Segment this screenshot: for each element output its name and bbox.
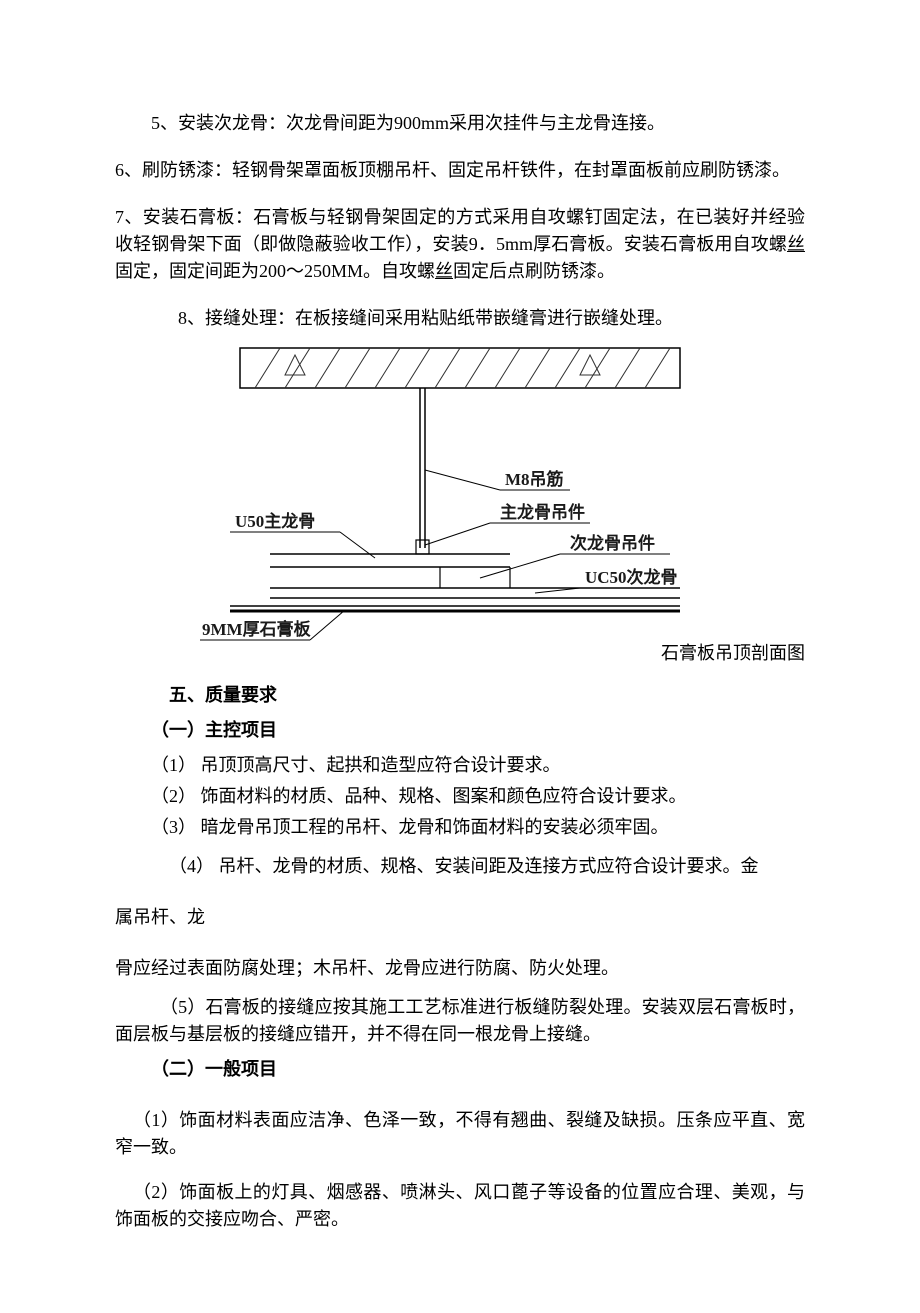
paragraph-5: 5、安装次龙骨：次龙骨间距为900mm采用次挂件与主龙骨连接。 xyxy=(115,110,805,137)
sub1-item-4c: 骨应经过表面防腐处理；木吊杆、龙骨应进行防腐、防火处理。 xyxy=(115,955,805,982)
label-sub-hanger: 次龙骨吊件 xyxy=(570,533,655,553)
paragraph-6: 6、刷防锈漆：轻钢骨架罩面板顶棚吊杆、固定吊杆铁件，在封罩面板前应刷防锈漆。 xyxy=(115,157,805,184)
p7-underline-1: 丝 xyxy=(787,234,805,254)
p7-text-3: 固定后点刷防锈漆。 xyxy=(453,261,615,281)
section-5-title: 五、质量要求 xyxy=(115,682,805,709)
paragraph-7: 7、安装石膏板：石膏板与轻钢骨架固定的方式采用自攻螺钉固定法，在已装好并经验收轻… xyxy=(115,204,805,285)
label-main-hanger: 主龙骨吊件 xyxy=(500,502,585,522)
paragraph-8: 8、接缝处理：在板接缝间采用粘贴纸带嵌缝膏进行嵌缝处理。 xyxy=(115,305,805,332)
sub1-item-5: （5）石膏板的接缝应按其施工工艺标准进行板缝防裂处理。安装双层石膏板时，面层板与… xyxy=(115,994,805,1048)
p7-text-2: 固定，固定间距为200～250MM。自攻螺 xyxy=(115,261,435,281)
sub1-item-3: （3） 暗龙骨吊顶工程的吊杆、龙骨和饰面材料的安装必须牢固。 xyxy=(115,814,805,841)
sub2-title: （二）一般项目 xyxy=(115,1056,805,1083)
ceiling-section-diagram: M8吊筋 U50主龙骨 主龙骨吊件 次龙骨吊件 UC50次龙骨 xyxy=(200,340,720,650)
diagram-container: M8吊筋 U50主龙骨 主龙骨吊件 次龙骨吊件 UC50次龙骨 xyxy=(115,340,805,667)
sub1-item-1: （1） 吊顶顶高尺寸、起拱和造型应符合设计要求。 xyxy=(115,752,805,779)
sub1-item-2: （2） 饰面材料的材质、品种、规格、图案和颜色应符合设计要求。 xyxy=(115,783,805,810)
sub2-item-2: （2）饰面板上的灯具、烟感器、喷淋头、风口蓖子等设备的位置应合理、美观，与饰面板… xyxy=(115,1179,805,1233)
diagram-svg: M8吊筋 U50主龙骨 主龙骨吊件 次龙骨吊件 UC50次龙骨 xyxy=(200,340,720,650)
sub1-title: （一）主控项目 xyxy=(115,717,805,744)
label-gypsum: 9MM厚石膏板 xyxy=(202,619,312,639)
sub2-item-1: （1）饰面材料表面应洁净、色泽一致，不得有翘曲、裂缝及缺损。压条应平直、宽窄一致… xyxy=(115,1107,805,1161)
p7-underline-2: 丝 xyxy=(435,261,453,281)
sub1-item-4b: 属吊杆、龙 xyxy=(115,904,805,931)
label-u50: U50主龙骨 xyxy=(235,511,315,531)
label-m8: M8吊筋 xyxy=(505,469,564,489)
sub1-item-4a: （4） 吊杆、龙骨的材质、规格、安装间距及连接方式应符合设计要求。金 xyxy=(115,853,805,880)
p7-text-1: 7、安装石膏板：石膏板与轻钢骨架固定的方式采用自攻螺钉固定法，在已装好并经验收轻… xyxy=(115,207,805,254)
label-uc50: UC50次龙骨 xyxy=(585,567,678,587)
